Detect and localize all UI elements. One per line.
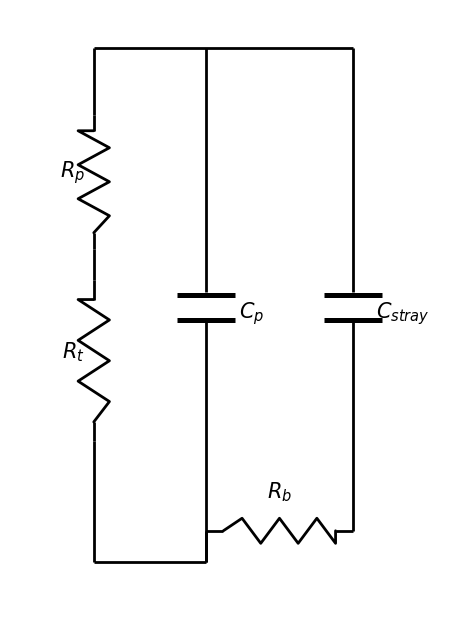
Text: $R_b$: $R_b$ <box>266 480 291 504</box>
Text: $C_p$: $C_p$ <box>239 300 264 327</box>
Text: $R_t$: $R_t$ <box>62 340 85 363</box>
Text: $C_{stray}$: $C_{stray}$ <box>375 300 429 327</box>
Text: $R_p$: $R_p$ <box>60 159 85 186</box>
